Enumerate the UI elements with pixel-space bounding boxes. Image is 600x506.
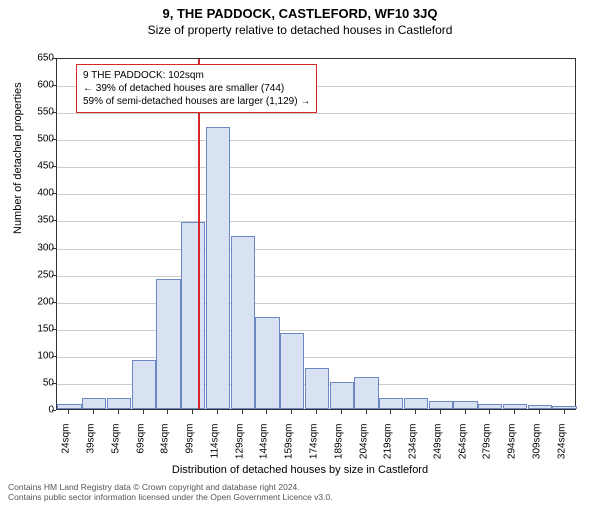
histogram-bar xyxy=(181,222,205,409)
ytick-label: 450 xyxy=(22,161,54,172)
ytick-label: 600 xyxy=(22,80,54,91)
ytick-label: 150 xyxy=(22,323,54,334)
ytick-mark xyxy=(52,220,56,221)
y-axis-label: Number of detached properties xyxy=(12,82,24,234)
xtick-mark xyxy=(366,410,367,414)
x-axis-label: Distribution of detached houses by size … xyxy=(0,464,600,476)
page-title: 9, THE PADDOCK, CASTLEFORD, WF10 3JQ xyxy=(0,6,600,21)
gridline xyxy=(57,113,575,114)
gridline xyxy=(57,249,575,250)
xtick-mark xyxy=(291,410,292,414)
xtick-mark xyxy=(564,410,565,414)
gridline xyxy=(57,140,575,141)
xtick-mark xyxy=(390,410,391,414)
gridline xyxy=(57,276,575,277)
histogram-bar xyxy=(503,404,527,409)
xtick-mark xyxy=(514,410,515,414)
ytick-label: 100 xyxy=(22,350,54,361)
gridline xyxy=(57,167,575,168)
histogram-bar xyxy=(231,236,255,409)
ytick-mark xyxy=(52,275,56,276)
annotation-box: 9 THE PADDOCK: 102sqm ← 39% of detached … xyxy=(76,64,317,113)
xtick-mark xyxy=(415,410,416,414)
histogram-bar xyxy=(82,398,106,409)
ytick-mark xyxy=(52,112,56,113)
xtick-mark xyxy=(539,410,540,414)
xtick-mark xyxy=(217,410,218,414)
xtick-mark xyxy=(465,410,466,414)
footer-line1: Contains HM Land Registry data © Crown c… xyxy=(8,482,333,492)
ytick-label: 50 xyxy=(22,377,54,388)
xtick-mark xyxy=(118,410,119,414)
histogram-bar xyxy=(478,404,502,409)
xtick-mark xyxy=(167,410,168,414)
histogram-bar xyxy=(156,279,180,409)
annotation-line3: 59% of semi-detached houses are larger (… xyxy=(83,95,310,108)
ytick-label: 250 xyxy=(22,269,54,280)
ytick-mark xyxy=(52,302,56,303)
annotation-line1: 9 THE PADDOCK: 102sqm xyxy=(83,69,310,82)
histogram-bar xyxy=(107,398,131,409)
ytick-label: 400 xyxy=(22,188,54,199)
gridline xyxy=(57,194,575,195)
ytick-mark xyxy=(52,193,56,194)
gridline xyxy=(57,221,575,222)
ytick-mark xyxy=(52,410,56,411)
gridline xyxy=(57,303,575,304)
histogram-bar xyxy=(57,404,81,409)
ytick-mark xyxy=(52,139,56,140)
histogram-bar xyxy=(453,401,477,409)
ytick-label: 350 xyxy=(22,215,54,226)
footer-line2: Contains public sector information licen… xyxy=(8,492,333,502)
xtick-mark xyxy=(192,410,193,414)
page-subtitle: Size of property relative to detached ho… xyxy=(0,23,600,37)
ytick-mark xyxy=(52,329,56,330)
histogram-bar xyxy=(255,317,279,409)
xtick-mark xyxy=(266,410,267,414)
xtick-mark xyxy=(489,410,490,414)
ytick-mark xyxy=(52,356,56,357)
xtick-mark xyxy=(341,410,342,414)
histogram-bar xyxy=(354,377,378,409)
histogram-bar xyxy=(552,406,576,409)
xtick-mark xyxy=(68,410,69,414)
ytick-label: 500 xyxy=(22,134,54,145)
annotation-line2: ← 39% of detached houses are smaller (74… xyxy=(83,82,310,95)
gridline xyxy=(57,357,575,358)
histogram-bar xyxy=(280,333,304,409)
ytick-mark xyxy=(52,248,56,249)
ytick-label: 650 xyxy=(22,53,54,64)
xtick-mark xyxy=(143,410,144,414)
histogram-bar xyxy=(330,382,354,409)
histogram-bar xyxy=(528,405,552,409)
footer-attribution: Contains HM Land Registry data © Crown c… xyxy=(8,482,333,502)
ytick-mark xyxy=(52,166,56,167)
histogram-bar xyxy=(305,368,329,409)
histogram-bar xyxy=(132,360,156,409)
ytick-mark xyxy=(52,58,56,59)
xtick-mark xyxy=(316,410,317,414)
ytick-label: 300 xyxy=(22,242,54,253)
xtick-mark xyxy=(440,410,441,414)
ytick-label: 0 xyxy=(22,405,54,416)
ytick-label: 550 xyxy=(22,107,54,118)
histogram-bar xyxy=(206,127,230,409)
histogram-bar xyxy=(429,401,453,409)
xtick-mark xyxy=(93,410,94,414)
histogram-bar xyxy=(404,398,428,409)
xtick-mark xyxy=(242,410,243,414)
histogram-bar xyxy=(379,398,403,409)
ytick-mark xyxy=(52,383,56,384)
ytick-label: 200 xyxy=(22,296,54,307)
ytick-mark xyxy=(52,85,56,86)
gridline xyxy=(57,330,575,331)
